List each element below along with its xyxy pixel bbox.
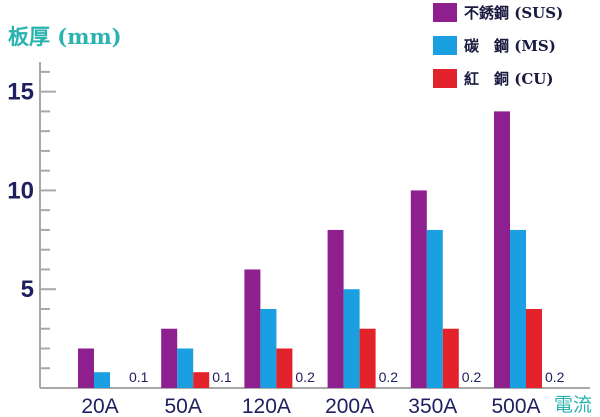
data-label: 0.2 <box>462 369 482 385</box>
legend-swatch-3 <box>433 69 457 88</box>
y-axis-label: 板厚 (mm) <box>8 24 122 49</box>
bar-50a-series-1 <box>161 328 178 388</box>
bar-500a-series-3 <box>526 308 542 388</box>
legend-swatch-2 <box>433 36 457 55</box>
x-tick-label: 120A <box>242 395 291 417</box>
x-tick-label: 500A <box>491 395 540 417</box>
bar-500a-series-1 <box>494 111 510 389</box>
legend-label-3: 紅 銅 (CU) <box>464 70 553 88</box>
legend-label-2: 碳 鋼 (MS) <box>464 37 556 55</box>
x-ticks: 20A 50A 120A 200A 350A 500A <box>81 395 540 417</box>
data-label: 0.2 <box>545 369 565 385</box>
bar-200a-series-2 <box>343 289 360 388</box>
y-tick-label: 10 <box>7 177 34 204</box>
bar-50a-series-2 <box>177 348 194 388</box>
legend-label-1: 不銹鋼 (SUS) <box>464 4 563 22</box>
x-tick-label: 350A <box>408 395 457 417</box>
bar-350a-series-2 <box>426 229 443 388</box>
bar-20a-series-2 <box>94 372 110 388</box>
legend: 不銹鋼 (SUS) 碳 鋼 (MS) 紅 銅 (CU) <box>433 3 563 88</box>
y-tick-label: 5 <box>21 276 34 303</box>
data-labels: 0.1 0.1 0.2 0.2 0.2 0.2 <box>129 369 565 385</box>
x-axis-label: 電流 <box>554 394 592 416</box>
bar-120a-series-3 <box>276 348 293 388</box>
x-tick-label: 20A <box>81 395 118 417</box>
bars <box>78 111 542 389</box>
bar-500a-series-2 <box>510 229 526 388</box>
bar-120a-series-1 <box>244 269 261 388</box>
bar-20a-series-1 <box>78 348 94 388</box>
x-tick-label: 50A <box>165 395 202 417</box>
bar-200a-series-1 <box>327 229 344 388</box>
bar-120a-series-2 <box>260 308 277 388</box>
legend-swatch-1 <box>433 3 457 22</box>
data-label: 0.1 <box>129 369 149 385</box>
x-tick-label: 200A <box>325 395 374 417</box>
bar-50a-series-3 <box>193 372 210 388</box>
data-label: 0.2 <box>379 369 399 385</box>
y-tick-label: 15 <box>7 79 34 106</box>
data-label: 0.1 <box>212 369 232 385</box>
data-label: 0.2 <box>295 369 315 385</box>
bar-350a-series-1 <box>410 190 427 388</box>
y-ticks: 5 10 15 <box>7 70 56 370</box>
bar-350a-series-3 <box>442 328 459 388</box>
bar-200a-series-3 <box>359 328 376 388</box>
